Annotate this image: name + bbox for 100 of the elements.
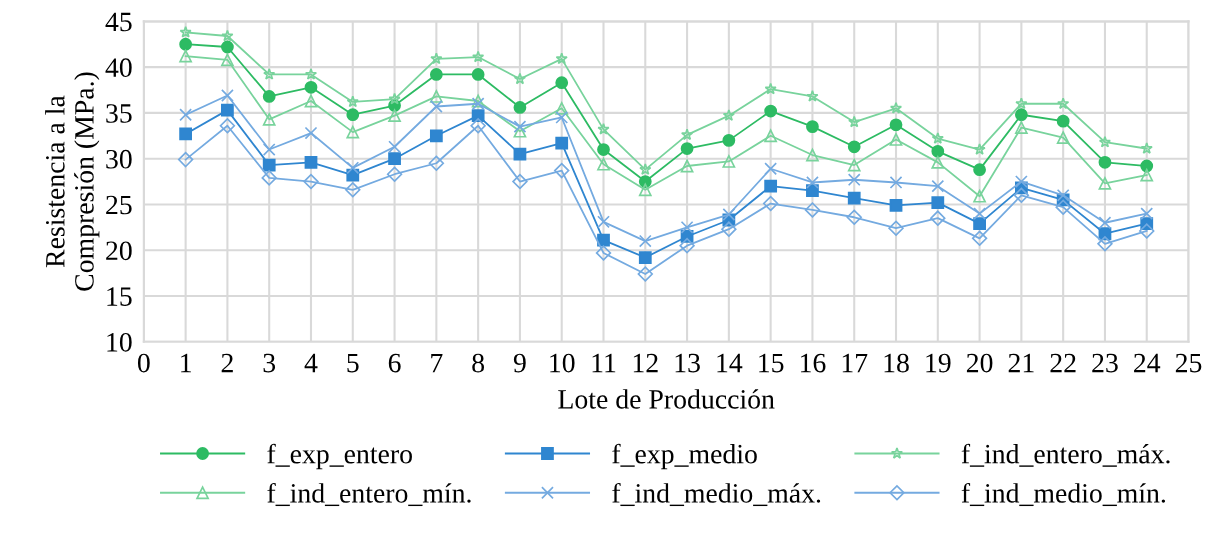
x-tick-label: 10 (550, 353, 575, 373)
point (263, 68, 276, 80)
point (889, 101, 903, 114)
point (847, 173, 861, 187)
point (931, 179, 945, 193)
point (1056, 114, 1070, 128)
x-axis-title: Lote de Producción (558, 389, 775, 409)
point (346, 95, 359, 108)
point (973, 207, 986, 220)
point (680, 142, 694, 155)
point (304, 80, 318, 94)
point (638, 183, 652, 197)
point (555, 76, 569, 90)
point (179, 37, 193, 51)
legend-label: f_ind_medio_mín. (961, 482, 1166, 507)
point (1098, 216, 1112, 230)
point (931, 155, 945, 169)
point (262, 112, 276, 126)
point (346, 108, 360, 122)
point (430, 52, 443, 65)
point (931, 132, 944, 144)
point (555, 136, 569, 150)
point (179, 25, 192, 38)
y-tick-label: 10 (107, 332, 132, 352)
point (1140, 207, 1154, 220)
point (595, 245, 612, 261)
point (388, 92, 401, 105)
point (388, 152, 401, 166)
point (806, 120, 819, 134)
point (471, 109, 485, 123)
x-tick-label: 20 (966, 353, 993, 373)
x-tick-label: 3 (263, 353, 276, 373)
point (680, 159, 694, 173)
x-tick-label: 19 (926, 353, 951, 373)
x-tick-label: 7 (431, 353, 443, 373)
point (638, 251, 652, 264)
x-tick-label: 11 (592, 353, 616, 373)
point (806, 176, 819, 189)
point (554, 162, 570, 179)
point (764, 162, 778, 176)
point (346, 125, 360, 139)
point (555, 52, 568, 65)
point (512, 173, 528, 190)
x-tick-label: 23 (1092, 353, 1118, 373)
point (679, 237, 695, 254)
point (973, 163, 986, 177)
point (889, 176, 903, 189)
point (470, 118, 486, 134)
y-tick-label: 15 (107, 287, 132, 306)
point (262, 90, 276, 103)
point (930, 210, 946, 226)
x-tick-label: 25 (1175, 353, 1202, 373)
legend-label: f_ind_medio_máx. (612, 482, 821, 507)
point (764, 104, 778, 118)
point (428, 155, 445, 171)
y-tick-label: 20 (106, 241, 132, 261)
point (973, 217, 986, 231)
point (303, 173, 319, 190)
point (931, 144, 945, 158)
point (179, 127, 193, 141)
point (764, 179, 778, 193)
point (1056, 188, 1070, 202)
point (1014, 175, 1028, 188)
point (847, 140, 861, 154)
point (638, 234, 652, 248)
point (388, 109, 401, 123)
point (304, 68, 318, 80)
y-tick-label: 30 (106, 149, 132, 169)
x-tick-label: 8 (472, 353, 485, 373)
point (721, 221, 737, 237)
y-tick-label: 25 (106, 195, 132, 215)
x-tick-label: 9 (513, 353, 526, 373)
x-tick-label: 5 (347, 353, 359, 373)
point (1140, 159, 1154, 173)
point (179, 49, 193, 63)
point (722, 155, 736, 168)
point (847, 191, 861, 205)
point (513, 120, 527, 134)
point (889, 198, 903, 212)
point (1097, 236, 1113, 252)
x-tick-label: 13 (675, 353, 700, 373)
point (764, 82, 777, 95)
x-tick-label: 14 (717, 353, 743, 373)
point (680, 128, 694, 141)
point (177, 151, 194, 168)
point (1098, 155, 1112, 169)
x-tick-label: 15 (759, 353, 784, 373)
x-tick-label: 18 (884, 353, 909, 373)
point (973, 143, 986, 155)
point (1014, 108, 1028, 122)
point (219, 118, 236, 134)
point (386, 166, 403, 182)
x-tick-label: 1 (181, 353, 191, 373)
point (804, 202, 821, 218)
point (472, 50, 485, 63)
x-tick-label: 0 (137, 353, 150, 373)
point (931, 196, 945, 210)
point (597, 122, 610, 135)
point (680, 220, 694, 234)
point (846, 209, 862, 225)
